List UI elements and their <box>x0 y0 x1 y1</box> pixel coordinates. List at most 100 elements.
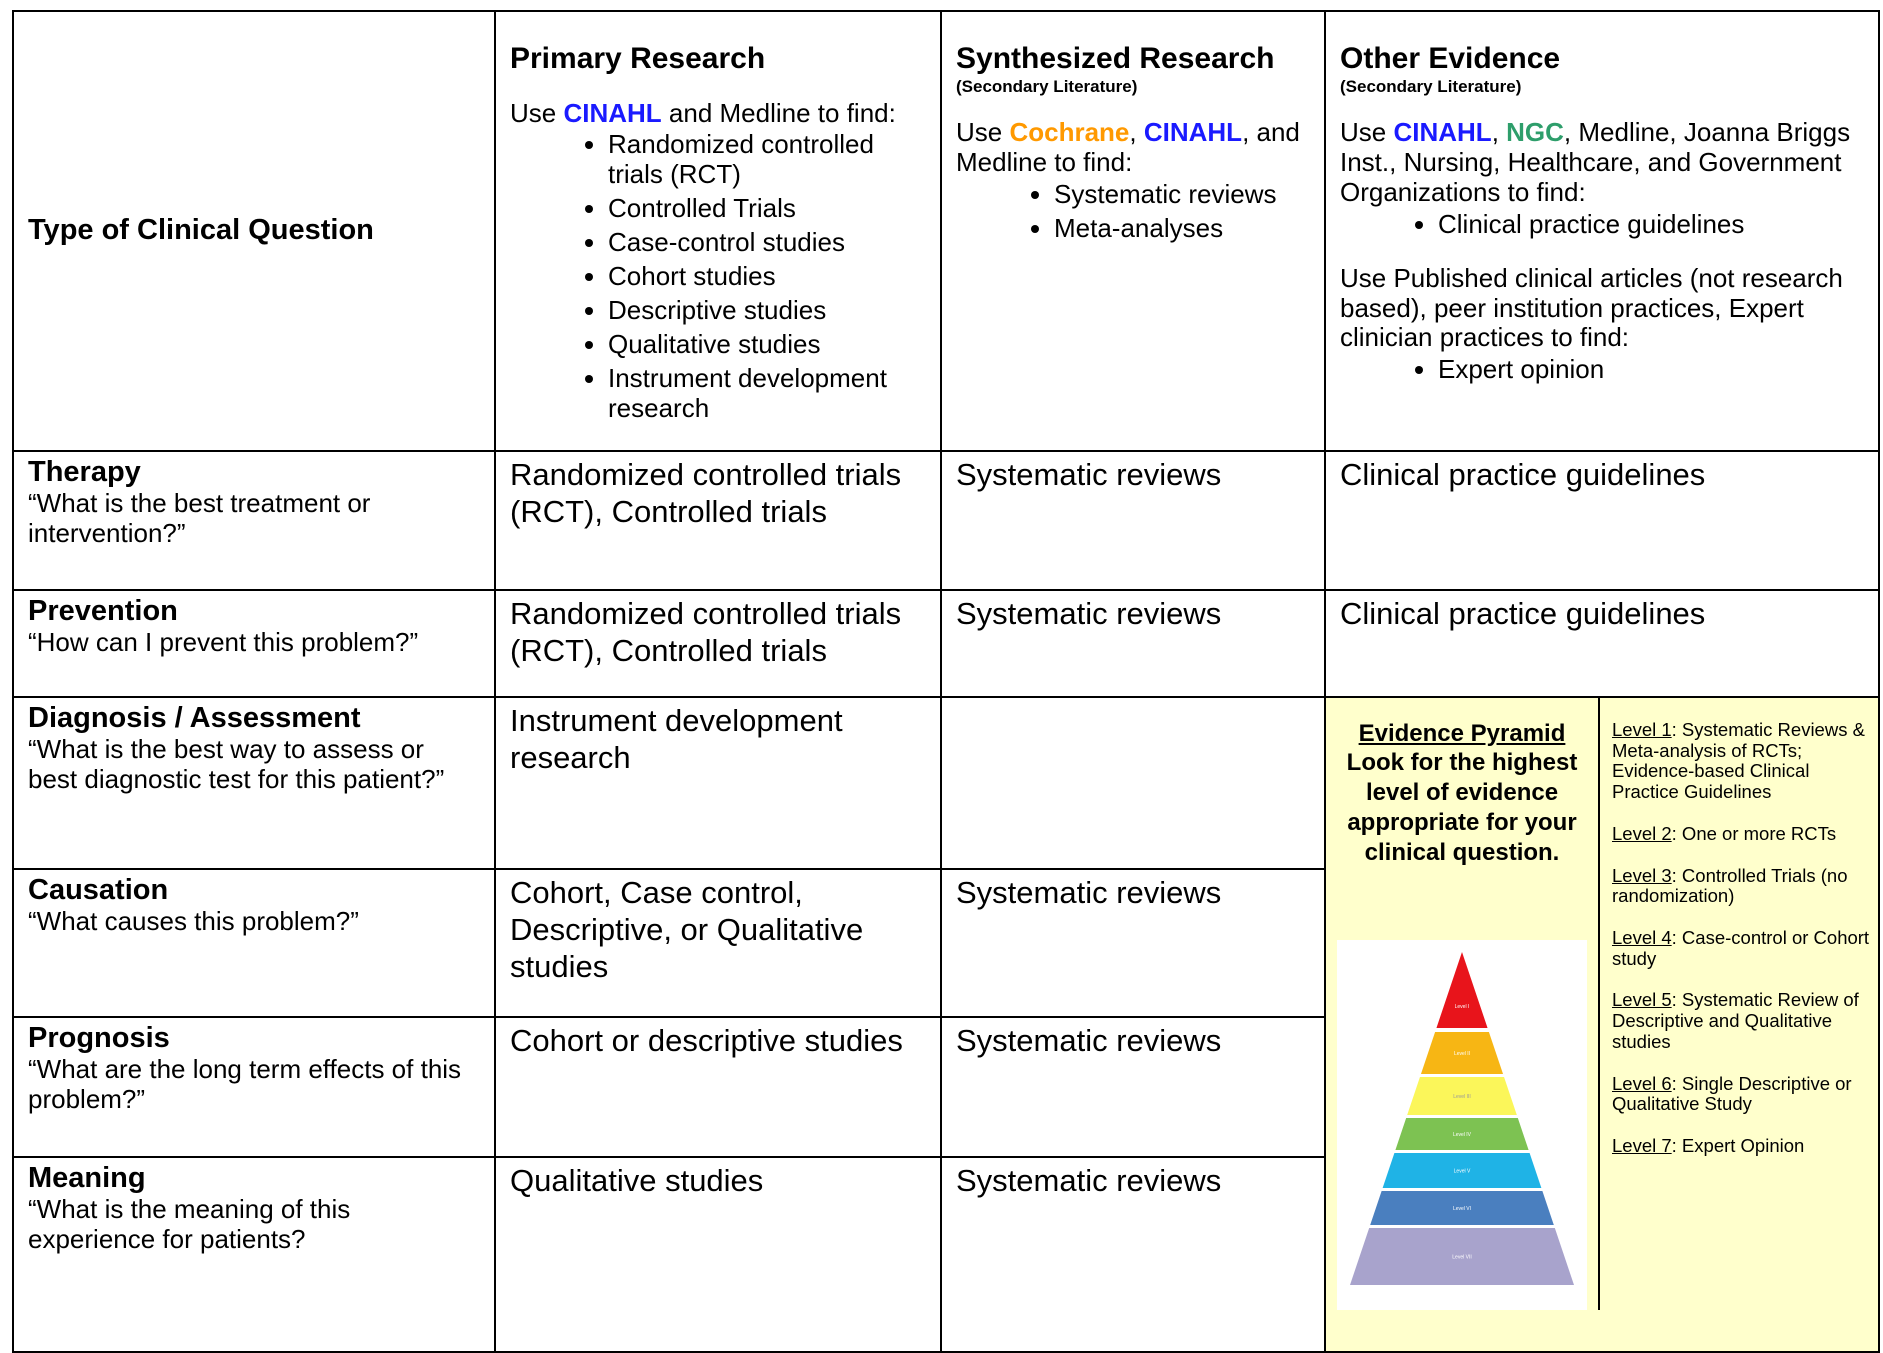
evidence-text: Instrument development research <box>510 703 843 776</box>
header-cell: Other Evidence (Secondary Literature) Us… <box>1324 10 1880 452</box>
level-label: Level 5 <box>1612 989 1672 1011</box>
evidence-text: Systematic reviews <box>956 457 1222 492</box>
evidence-text: Qualitative studies <box>510 1163 764 1198</box>
evidence-cell: Systematic reviews <box>940 1016 1326 1158</box>
header-cell: Primary Research Use CINAHL and Medline … <box>494 10 942 452</box>
table-row: Therapy “What is the best treatment or in… <box>12 450 1880 591</box>
intro: Use CINAHL, NGC, Medline, Joanna Briggs … <box>1340 117 1864 208</box>
level-item: Level 2: One or more RCTs <box>1612 822 1874 845</box>
list-item: Instrument development research <box>608 363 926 424</box>
intro-segment: CINAHL <box>563 97 662 128</box>
list-item: Qualitative studies <box>608 329 926 360</box>
intro-segment: , <box>1491 117 1507 148</box>
question-type-cell: Prognosis “What are the long term effects… <box>12 1016 496 1158</box>
pyramid-tier <box>1407 1076 1517 1115</box>
intro-segment: Use <box>510 97 564 128</box>
evidence-cell: Clinical practice guidelines <box>1324 589 1880 698</box>
evidence-text: Clinical practice guidelines <box>1340 457 1706 492</box>
pyramid-graphic: Level I Level II Level III Level IV Level V L… <box>1337 939 1587 1310</box>
evidence-cell: Cohort or descriptive studies <box>494 1016 942 1158</box>
list-item: Randomized controlled trials (RCT) <box>608 129 926 190</box>
pyramid-tier <box>1370 1190 1554 1225</box>
list-item: Cohort studies <box>608 261 926 292</box>
level-item: Level 4: Case-control or Cohort study <box>1612 927 1874 969</box>
level-item: Level 5: Systematic Review of Descriptiv… <box>1612 990 1874 1052</box>
intro-segment: Cochrane <box>1009 117 1130 148</box>
level-text: : Systematic Review of Descriptive and Q… <box>1612 989 1859 1052</box>
level-label: Level 7 <box>1612 1135 1672 1157</box>
level-text: : Systematic Reviews & Meta-analysis of … <box>1612 719 1865 803</box>
tier-label: Level VI <box>1453 1206 1471 1212</box>
question-text: “What is the best way to assess or best … <box>28 734 445 795</box>
level-label: Level 4 <box>1612 927 1672 949</box>
pyramid-left: Evidence Pyramid Look for the highest lev… <box>1326 698 1600 1310</box>
question-text: “What causes this problem?” <box>28 906 359 937</box>
evidence-cell: Systematic reviews <box>940 450 1326 591</box>
intro-segment: Use <box>1340 117 1394 148</box>
level-text: : Expert Opinion <box>1671 1135 1805 1157</box>
column-title: Synthesized Research <box>956 42 1275 75</box>
evidence-text: Cohort, Case control, Descriptive, or Qu… <box>510 875 864 985</box>
list-item: Clinical practice guidelines <box>1438 209 1864 240</box>
question-text: “How can I prevent this problem?” <box>28 627 419 658</box>
evidence-text: Cohort or descriptive studies <box>510 1023 903 1058</box>
column-subtitle: (Secondary Literature) <box>1340 76 1522 96</box>
level-label: Level 1 <box>1612 719 1672 740</box>
intro: Use Published clinical articles (not res… <box>1340 262 1843 353</box>
column-title: Primary Research <box>510 42 766 75</box>
evidence-cell: Cohort, Case control, Descriptive, or Qu… <box>494 868 942 1018</box>
question-text: “What is the best treatment or intervent… <box>28 488 371 549</box>
tier-label: Level III <box>1453 1094 1471 1100</box>
level-list: Level 1: Systematic Reviews & Meta-analy… <box>1600 698 1878 1310</box>
level-item: Level 7: Expert Opinion <box>1612 1135 1874 1157</box>
source-list: Systematic reviewsMeta-analyses <box>956 179 1310 244</box>
header-text: Type of Clinical Question <box>28 214 374 247</box>
column-title: Other Evidence <box>1340 42 1561 75</box>
source-list: Randomized controlled trials (RCT)Contro… <box>510 129 926 424</box>
tier-label: Level I <box>1455 1004 1470 1010</box>
evidence-text: Randomized controlled trials (RCT), Cont… <box>510 596 902 669</box>
question-type-cell: Therapy “What is the best treatment or in… <box>12 450 496 591</box>
pyramid-cell: Evidence Pyramid Look for the highest lev… <box>1324 696 1880 1353</box>
table-row: Diagnosis / Assessment “What is the best … <box>12 696 1880 1353</box>
list-item: Controlled Trials <box>608 193 926 224</box>
pyramid-subtitle: Look for the highest level of evidence a… <box>1346 748 1578 866</box>
evidence-cell: Systematic reviews <box>940 1156 1326 1353</box>
tier-label: Level VII <box>1452 1254 1471 1260</box>
column-subtitle: (Secondary Literature) <box>956 76 1138 96</box>
source-list: Expert opinion <box>1340 354 1864 385</box>
intro-segment: , <box>1129 117 1144 148</box>
pyramid-tier <box>1395 1117 1529 1150</box>
pyramid-panel: Evidence Pyramid Look for the highest lev… <box>1326 698 1878 1310</box>
source-list: Clinical practice guidelines <box>1340 209 1864 240</box>
question-type: Causation <box>28 874 169 906</box>
evidence-text: Systematic reviews <box>956 1163 1222 1198</box>
level-label: Level 2 <box>1612 822 1672 844</box>
table-row: Causation “What causes this problem?” Coho… <box>12 868 1879 1018</box>
evidence-cell: Instrument development research <box>494 696 942 870</box>
question-type-cell: Meaning “What is the meaning of this expe… <box>12 1156 496 1353</box>
pyramid-tier <box>1382 1152 1542 1188</box>
level-text: : Case-control or Cohort study <box>1612 927 1870 969</box>
evidence-cell: Systematic reviews <box>940 868 1326 1018</box>
level-label: Level 3 <box>1612 864 1672 886</box>
evidence-text: Randomized controlled trials (RCT), Cont… <box>510 457 902 530</box>
level-item: Level 1: Systematic Reviews & Meta-analy… <box>1612 719 1874 803</box>
header-cell: Type of Clinical Question <box>12 10 496 452</box>
level-text: : Controlled Trials (no randomization) <box>1612 864 1848 907</box>
question-type: Therapy <box>28 456 141 488</box>
intro-segment: , Medline, Joanna Briggs Inst., Nursing,… <box>1340 117 1851 207</box>
tier-label: Level II <box>1454 1051 1470 1057</box>
pyramid-tier <box>1436 951 1488 1028</box>
evidence-cell: Systematic reviews <box>940 589 1326 698</box>
level-text: : One or more RCTs <box>1671 822 1837 844</box>
header-row: Type of Clinical Question Primary Resear… <box>12 10 1880 452</box>
question-text: “What are the long term effects of this … <box>28 1054 462 1115</box>
header-cell: Synthesized Research (Secondary Literatu… <box>940 10 1326 452</box>
question-type-cell: Diagnosis / Assessment “What is the best … <box>12 696 496 870</box>
evidence-text: Clinical practice guidelines <box>1340 596 1706 631</box>
evidence-cell <box>940 696 1326 870</box>
question-type: Meaning <box>28 1162 146 1194</box>
question-type-cell: Causation “What causes this problem?” <box>12 868 496 1018</box>
